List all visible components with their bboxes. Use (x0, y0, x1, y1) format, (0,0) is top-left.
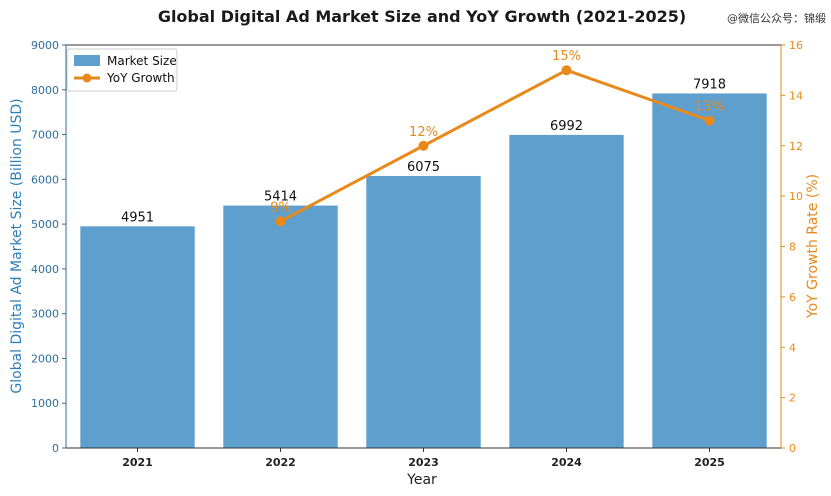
legend-bar-label: Market Size (107, 54, 177, 68)
bars-group (80, 93, 767, 449)
y-tick-label-0: 0 (52, 442, 59, 455)
y-tick-label-9000: 9000 (31, 39, 59, 52)
bar-label-2022: 5414 (264, 190, 297, 205)
growth-label-2022: 9% (270, 200, 291, 215)
y-tick-label-1000: 1000 (31, 397, 59, 410)
y-tick-label-3000: 3000 (31, 308, 59, 321)
growth-label-2024: 15% (552, 49, 581, 64)
bar-2025 (652, 93, 767, 448)
bar-label-2023: 6075 (407, 160, 440, 175)
bar-2022 (223, 205, 338, 448)
bar-2021 (80, 226, 195, 448)
y2-tick-label-14: 14 (789, 89, 803, 102)
chart-title: Global Digital Ad Market Size and YoY Gr… (158, 7, 686, 26)
x-ticks-group: 2021 2022 2023 2024 2025 (122, 448, 725, 469)
y2-tick-label-10: 10 (789, 190, 803, 203)
y2-tick-label-2: 2 (789, 392, 796, 405)
y-tick-label-7000: 7000 (31, 129, 59, 142)
right-ticks-group: 0 2 4 6 8 10 12 14 16 (781, 39, 803, 455)
x-tick-label-2022: 2022 (265, 456, 296, 469)
x-axis-label: Year (406, 472, 437, 488)
y2-axis-label: YoY Growth Rate (%) (805, 174, 821, 319)
growth-labels-group: 9% 12% 15% 13% (270, 49, 724, 215)
watermark: @微信公众号：锦缎 (727, 11, 826, 25)
y2-tick-label-6: 6 (789, 291, 796, 304)
x-tick-label-2023: 2023 (408, 456, 439, 469)
y-axis-label: Global Digital Ad Market Size (Billion U… (9, 98, 25, 393)
growth-label-2023: 12% (409, 125, 438, 140)
y2-tick-label-16: 16 (789, 39, 803, 52)
y2-tick-label-8: 8 (789, 241, 796, 254)
bar-label-2025: 7918 (693, 77, 726, 92)
bar-label-2021: 4951 (121, 210, 154, 225)
growth-point-2023 (418, 140, 429, 151)
growth-line-group (275, 65, 715, 227)
y-tick-label-5000: 5000 (31, 218, 59, 231)
bar-labels-group: 4951 5414 6075 6992 7918 (121, 77, 726, 225)
growth-point-2024 (561, 65, 572, 76)
y-tick-label-6000: 6000 (31, 173, 59, 186)
x-tick-label-2025: 2025 (694, 456, 725, 469)
growth-label-2025: 13% (695, 100, 724, 115)
y-tick-label-2000: 2000 (31, 352, 59, 365)
y-tick-label-8000: 8000 (31, 84, 59, 97)
y2-tick-label-12: 12 (789, 140, 803, 153)
left-ticks-group: 0 1000 2000 3000 4000 5000 6000 7000 8000 9000 (31, 39, 66, 455)
growth-line (279, 68, 710, 223)
y2-tick-label-4: 4 (789, 341, 796, 354)
legend-bar-swatch (74, 55, 100, 66)
y-tick-label-4000: 4000 (31, 263, 59, 276)
x-tick-label-2021: 2021 (122, 456, 153, 469)
growth-point-2022 (275, 216, 286, 227)
legend-line-label: YoY Growth (106, 71, 175, 85)
legend: Market Size YoY Growth (66, 48, 178, 92)
x-tick-label-2024: 2024 (551, 456, 582, 469)
bar-2023 (366, 175, 481, 448)
y2-tick-label-0: 0 (789, 442, 796, 455)
growth-point-2025 (704, 115, 715, 126)
bar-label-2024: 6992 (550, 119, 583, 134)
bar-2024 (509, 134, 624, 449)
legend-line-marker (82, 73, 92, 83)
